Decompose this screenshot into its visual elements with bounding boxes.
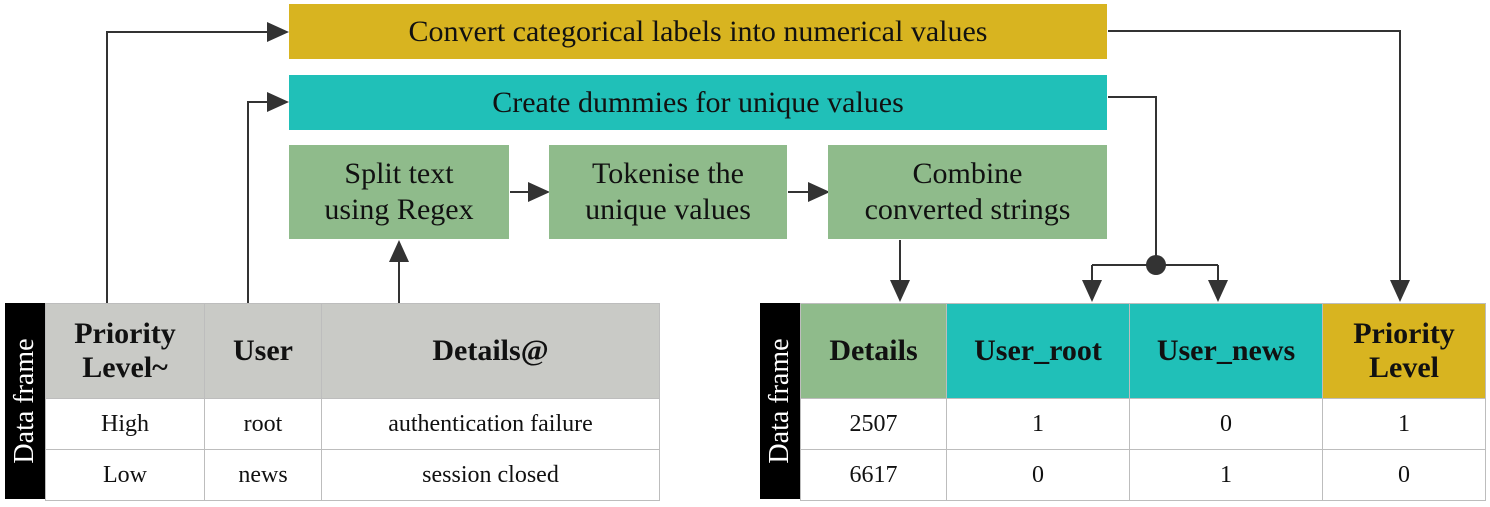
create-dummies-step: Create dummies for unique values <box>289 75 1107 130</box>
split-text-step: Split text using Regex <box>289 145 509 239</box>
tokenise-label-line2: unique values <box>585 193 751 226</box>
split-text-label-line1: Split text <box>344 157 454 190</box>
header-details-encoded: Details <box>800 303 947 399</box>
input-data-frame-tag: Data frame <box>5 303 45 499</box>
output-data-frame-tag-label: Data frame <box>764 338 795 464</box>
input-data-frame: Priority Level~ User Details@ High root … <box>45 303 660 501</box>
input-data-frame-tag-label: Data frame <box>9 338 40 464</box>
header-details: Details@ <box>321 303 660 399</box>
junction-dot <box>1146 255 1166 275</box>
output-header-row: Details User_root User_news Priority Lev… <box>800 303 1486 399</box>
combine-label-line1: Combine <box>912 157 1023 190</box>
tokenise-step: Tokenise the unique values <box>549 145 787 239</box>
output-data-frame-tag: Data frame <box>760 303 800 499</box>
table-cell: session closed <box>321 449 660 501</box>
arrow-user-to-dummies <box>247 92 289 303</box>
table-cell: 0 <box>1129 398 1323 450</box>
table-cell: Low <box>45 449 205 501</box>
output-data-frame: Details User_root User_news Priority Lev… <box>800 303 1486 501</box>
arrow-convert-to-priority <box>1108 30 1410 302</box>
table-cell: authentication failure <box>321 398 660 450</box>
table-cell: High <box>45 398 205 450</box>
table-row: 6617 0 1 0 <box>800 449 1486 501</box>
arrow-priority-to-convert <box>106 22 289 303</box>
header-priority-level: Priority Level~ <box>45 303 205 399</box>
combine-label-line2: converted strings <box>864 193 1071 226</box>
table-row: High root authentication failure <box>45 398 660 450</box>
split-text-label-line2: using Regex <box>324 193 474 226</box>
table-cell: 0 <box>1322 449 1486 501</box>
table-cell: 1 <box>1322 398 1486 450</box>
input-header-row: Priority Level~ User Details@ <box>45 303 660 399</box>
header-user: User <box>204 303 322 399</box>
table-row: Low news session closed <box>45 449 660 501</box>
table-cell: 1 <box>1129 449 1323 501</box>
table-cell: 0 <box>946 449 1130 501</box>
table-cell: 6617 <box>800 449 947 501</box>
combine-step: Combine converted strings <box>828 145 1107 239</box>
header-user-root: User_root <box>946 303 1130 399</box>
header-priority-level-encoded: Priority Level <box>1322 303 1486 399</box>
convert-labels-label: Convert categorical labels into numerica… <box>408 14 988 48</box>
header-user-news: User_news <box>1129 303 1323 399</box>
convert-labels-step: Convert categorical labels into numerica… <box>289 4 1107 59</box>
table-cell: root <box>204 398 322 450</box>
create-dummies-label: Create dummies for unique values <box>492 85 904 119</box>
tokenise-label-line1: Tokenise the <box>591 157 744 190</box>
arrow-dummies-to-user-columns <box>1108 96 1157 265</box>
table-cell: 2507 <box>800 398 947 450</box>
table-cell: 1 <box>946 398 1130 450</box>
table-row: 2507 1 0 1 <box>800 398 1486 450</box>
table-cell: news <box>204 449 322 501</box>
